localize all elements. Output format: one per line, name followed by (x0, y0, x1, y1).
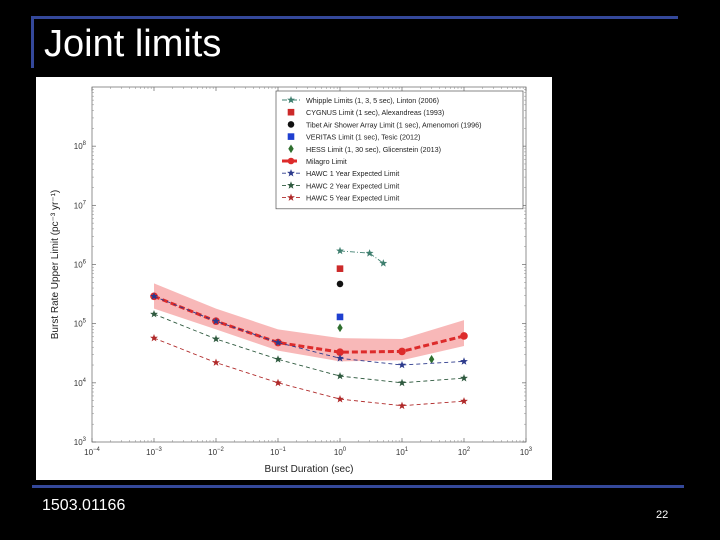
title-left-rule (31, 16, 34, 68)
data-point-7 (274, 355, 282, 363)
legend-label: HAWC 5 Year Expected Limit (306, 194, 399, 203)
y-tick-label: 108 (74, 141, 87, 151)
y-tick-label: 105 (74, 319, 87, 329)
data-point-7 (150, 310, 158, 318)
slide-title: Joint limits (44, 23, 222, 65)
series-line-6 (153, 295, 465, 366)
series-line-0 (339, 250, 384, 264)
data-point-8 (274, 378, 282, 387)
legend-label: CYGNUS Limit (1 sec), Alexandreas (1993) (306, 108, 444, 117)
data-point-2 (336, 280, 344, 288)
legend-label: VERITAS Limit (1 sec), Tesic (2012) (306, 133, 420, 142)
data-point-6 (274, 338, 282, 346)
burst-rate-chart: 10−4 10−3 10−2 10−1 100 101 102 103 103 104 105 106… (50, 86, 533, 475)
legend-swatch-marker (287, 193, 295, 201)
y-tick-label: 107 (74, 200, 87, 210)
data-point-7 (460, 374, 468, 382)
y-tick-label: 103 (74, 437, 87, 447)
x-tick-label: 10−4 (84, 447, 100, 457)
milagro-uncertainty-band (154, 283, 464, 362)
footer-rule (32, 485, 684, 488)
legend-label: HESS Limit (1, 30 sec), Glicenstein (201… (306, 145, 441, 154)
legend-label: HAWC 2 Year Expected Limit (306, 181, 399, 190)
data-point-7 (398, 378, 406, 387)
series-line-7 (153, 313, 465, 384)
x-tick-label: 10−3 (146, 447, 162, 457)
data-point-6 (460, 357, 468, 365)
data-point-8 (398, 401, 406, 410)
series-line-5 (153, 294, 465, 354)
data-point-5 (336, 348, 344, 356)
data-point-0 (379, 259, 388, 267)
y-tick-label: 106 (74, 260, 87, 270)
title-top-rule (32, 16, 678, 19)
data-point-8 (212, 358, 220, 366)
chart-panel: 10−4 10−3 10−2 10−1 100 101 102 103 103 104 105 106… (36, 77, 552, 480)
data-point-0 (365, 249, 374, 257)
page-number: 22 (656, 509, 669, 521)
data-point-1 (336, 265, 344, 272)
legend-swatch-marker (287, 108, 295, 116)
x-tick-label: 100 (334, 447, 347, 457)
data-point-7 (212, 334, 220, 343)
legend-label: Whipple Limits (1, 3, 5 sec), Linton (20… (306, 96, 439, 105)
x-axis-label: Burst Duration (sec) (265, 464, 354, 475)
legend-swatch-marker (287, 133, 295, 140)
x-tick-label: 101 (396, 447, 409, 457)
legend-swatch-marker (287, 157, 295, 165)
data-point-8 (336, 395, 344, 403)
data-point-7 (336, 372, 344, 380)
legend-swatch-marker (287, 121, 295, 128)
y-tick-label: 104 (74, 378, 87, 388)
data-point-5 (398, 347, 406, 356)
legend-label: Milagro Limit (306, 157, 347, 166)
data-point-0 (336, 246, 344, 255)
figure-reference: 1503.01166 (42, 497, 126, 514)
legend-swatch-marker (287, 181, 295, 189)
series-line-8 (153, 337, 465, 407)
legend-box (275, 90, 524, 210)
data-point-3 (336, 313, 344, 321)
x-tick-label: 10−2 (208, 447, 224, 457)
data-point-6 (212, 317, 220, 325)
legend-label: Tibet Air Shower Array Limit (1 sec), Am… (306, 120, 482, 129)
data-point-4 (337, 323, 343, 333)
data-point-6 (398, 360, 406, 369)
data-point-6 (336, 354, 344, 362)
legend-swatch-marker (287, 169, 295, 177)
data-point-4 (428, 354, 435, 364)
x-tick-label: 10−1 (270, 447, 286, 457)
data-point-6 (150, 292, 158, 300)
x-tick-label: 102 (458, 447, 471, 457)
data-point-5 (460, 332, 468, 340)
data-point-8 (460, 397, 468, 405)
x-tick-label: 103 (520, 447, 533, 457)
y-axis-label: Burst Rate Upper Limit (pc⁻³ yr⁻¹) (50, 190, 61, 339)
legend-swatch-marker (287, 95, 295, 104)
legend-label: HAWC 1 Year Expected Limit (306, 169, 399, 178)
data-point-8 (150, 334, 158, 342)
